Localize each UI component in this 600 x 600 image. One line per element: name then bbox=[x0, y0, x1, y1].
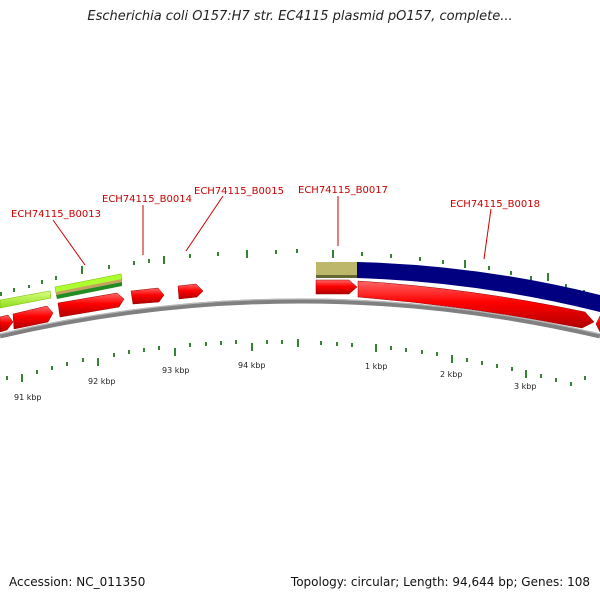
cds-arrow[interactable] bbox=[12, 305, 54, 330]
cds-arrow[interactable] bbox=[315, 279, 358, 295]
feature-block[interactable] bbox=[316, 262, 357, 275]
feature-block[interactable] bbox=[56, 282, 122, 299]
gene-label[interactable]: ECH74115_B0018 bbox=[450, 199, 540, 210]
outer-tick-ring bbox=[0, 249, 585, 296]
cds-arrow[interactable] bbox=[0, 314, 14, 333]
kbp-labels: 91 kbp 92 kbp 93 kbp 94 kbp 1 kbp 2 kbp … bbox=[14, 361, 536, 402]
plasmid-backbone-highlight bbox=[0, 298, 600, 335]
leader-line bbox=[483, 208, 492, 260]
kbp-label: 92 kbp bbox=[88, 377, 116, 386]
feature-block[interactable] bbox=[357, 262, 600, 312]
plasmid-backbone bbox=[0, 298, 600, 339]
kbp-label: 3 kbp bbox=[514, 382, 536, 391]
cds-arrow[interactable] bbox=[130, 287, 165, 305]
gene-label[interactable]: ECH74115_B0014 bbox=[102, 194, 192, 205]
feature-track-lime bbox=[0, 273, 123, 309]
cds-track bbox=[0, 279, 600, 333]
feature-block-edge bbox=[316, 275, 357, 278]
kbp-label: 2 kbp bbox=[440, 370, 462, 379]
leader-line bbox=[185, 195, 224, 252]
gene-label[interactable]: ECH74115_B0017 bbox=[298, 185, 388, 196]
kbp-label: 93 kbp bbox=[162, 366, 190, 375]
cds-arrow[interactable] bbox=[595, 315, 600, 333]
cds-arrow[interactable] bbox=[57, 292, 125, 318]
feature-track-right bbox=[316, 262, 600, 312]
cds-arrow[interactable] bbox=[177, 283, 204, 300]
kbp-label: 91 kbp bbox=[14, 393, 42, 402]
inner-tick-ring bbox=[6, 339, 586, 386]
kbp-label: 1 kbp bbox=[365, 362, 387, 371]
map-title: Escherichia coli O157:H7 str. EC4115 pla… bbox=[87, 9, 513, 24]
feature-block[interactable] bbox=[0, 290, 52, 309]
kbp-label: 94 kbp bbox=[238, 361, 266, 370]
gene-labels: ECH74115_B0013 ECH74115_B0014 ECH74115_B… bbox=[11, 185, 540, 266]
feature-block[interactable] bbox=[56, 279, 122, 295]
leader-line bbox=[52, 219, 86, 266]
gene-label[interactable]: ECH74115_B0015 bbox=[194, 186, 284, 197]
accession-text: Accession: NC_011350 bbox=[9, 575, 146, 589]
gene-label[interactable]: ECH74115_B0013 bbox=[11, 209, 101, 220]
cds-arrow[interactable] bbox=[357, 280, 595, 329]
topology-summary: Topology: circular; Length: 94,644 bp; G… bbox=[290, 575, 590, 589]
